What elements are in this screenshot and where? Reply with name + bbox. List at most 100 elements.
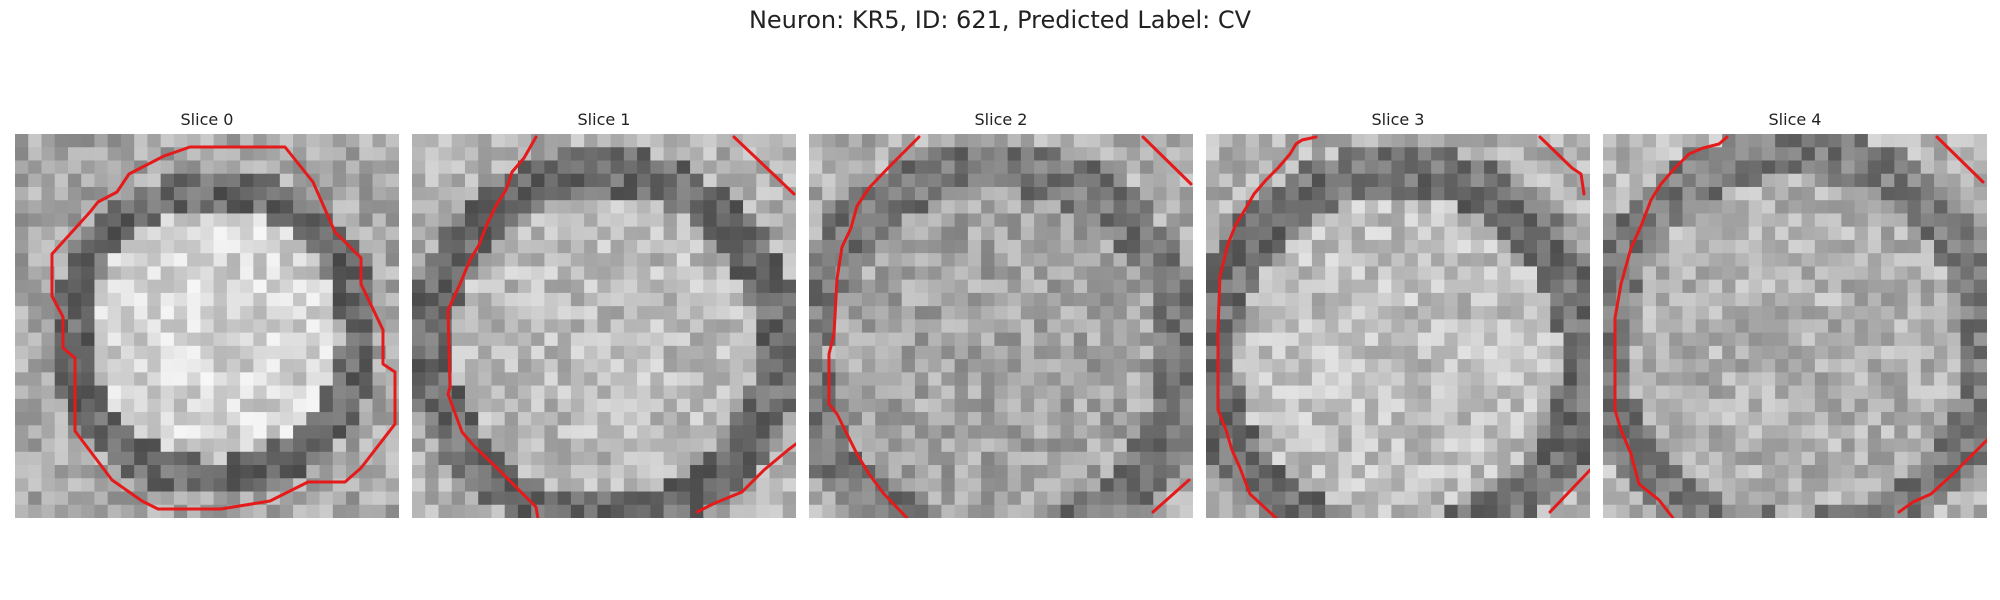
pixel [1801, 478, 1816, 493]
pixel [1245, 226, 1260, 241]
pixel [1100, 173, 1115, 188]
pixel [1695, 438, 1710, 453]
pixel-grid [1603, 134, 1987, 518]
pixel [107, 213, 122, 228]
pixel [1272, 134, 1287, 148]
pixel [1881, 147, 1895, 162]
pixel [332, 359, 347, 373]
pixel [412, 292, 426, 307]
pixel [901, 465, 916, 479]
pixel [1007, 491, 1022, 506]
pixel [1100, 412, 1115, 426]
pixel [1510, 213, 1525, 228]
pixel [332, 213, 347, 228]
pixel [1775, 359, 1789, 373]
pixel [1669, 359, 1684, 373]
pixel [1947, 372, 1962, 387]
pixel [464, 266, 479, 281]
pixel [1563, 253, 1578, 268]
pixel [1351, 147, 1366, 162]
pixel [200, 359, 215, 373]
pixel [1748, 465, 1763, 479]
pixel [1245, 147, 1260, 162]
pixel [1947, 504, 1962, 518]
pixel [1007, 186, 1022, 201]
pixel [1232, 332, 1247, 347]
pixel [1695, 173, 1710, 188]
pixel [1655, 253, 1670, 268]
pixel [1351, 412, 1366, 426]
pixel [134, 332, 149, 347]
pixel [1258, 279, 1273, 294]
pixel [703, 319, 718, 334]
pixel [531, 345, 546, 360]
pixel [729, 200, 744, 215]
pixel [1497, 279, 1512, 294]
pixel [293, 200, 307, 215]
pixel [213, 398, 228, 413]
pixel [1788, 292, 1803, 307]
pixel [1417, 213, 1432, 228]
pixel [1272, 491, 1287, 506]
pixel [81, 465, 96, 479]
pixel [981, 160, 995, 175]
pixel [1020, 186, 1035, 201]
pixel [1298, 186, 1313, 201]
pixel [1219, 332, 1234, 347]
pixel [1060, 239, 1075, 254]
pixel [782, 134, 796, 148]
pixel [676, 279, 691, 294]
pixel [1629, 491, 1644, 506]
pixel [134, 292, 149, 307]
pixel [782, 478, 796, 493]
pixel [1603, 253, 1617, 268]
pixel [703, 491, 718, 506]
pixel [1973, 332, 1987, 347]
pixel [438, 478, 453, 493]
pixel [1881, 438, 1895, 453]
pixel [425, 200, 440, 215]
pixel [1034, 465, 1048, 479]
pixel [1113, 412, 1128, 426]
pixel [478, 319, 493, 334]
pixel [1788, 345, 1803, 360]
pixel [253, 200, 268, 215]
pixel [1655, 359, 1670, 373]
pixel [1470, 385, 1485, 400]
pixel [597, 398, 612, 413]
pixel [1748, 186, 1763, 201]
pixel [504, 319, 519, 334]
pixel [1417, 412, 1432, 426]
pixel [332, 398, 347, 413]
pixel [147, 412, 162, 426]
pixel [597, 200, 612, 215]
pixel [1497, 372, 1512, 387]
pixel [941, 200, 956, 215]
pixel [1881, 412, 1895, 426]
pixel [1947, 438, 1962, 453]
pixel [41, 398, 56, 413]
pixel [1814, 438, 1829, 453]
pixel [1960, 359, 1975, 373]
pixel [1100, 186, 1115, 201]
pixel [28, 292, 43, 307]
pixel [279, 425, 294, 440]
pixel [491, 253, 506, 268]
pixel [1219, 451, 1234, 466]
pixel [1934, 292, 1948, 307]
pixel [1655, 266, 1670, 281]
pixel [1867, 160, 1882, 175]
pixel [1364, 385, 1379, 400]
pixel [1060, 160, 1075, 175]
pixel [1166, 412, 1181, 426]
pixel [517, 173, 532, 188]
pixel [888, 425, 903, 440]
pixel [279, 306, 294, 320]
pixel [1576, 504, 1590, 518]
pixel [385, 173, 399, 188]
pixel [28, 504, 43, 518]
pixel [1537, 200, 1551, 215]
pixel [1907, 226, 1922, 241]
pixel [1325, 186, 1340, 201]
pixel [1867, 425, 1882, 440]
